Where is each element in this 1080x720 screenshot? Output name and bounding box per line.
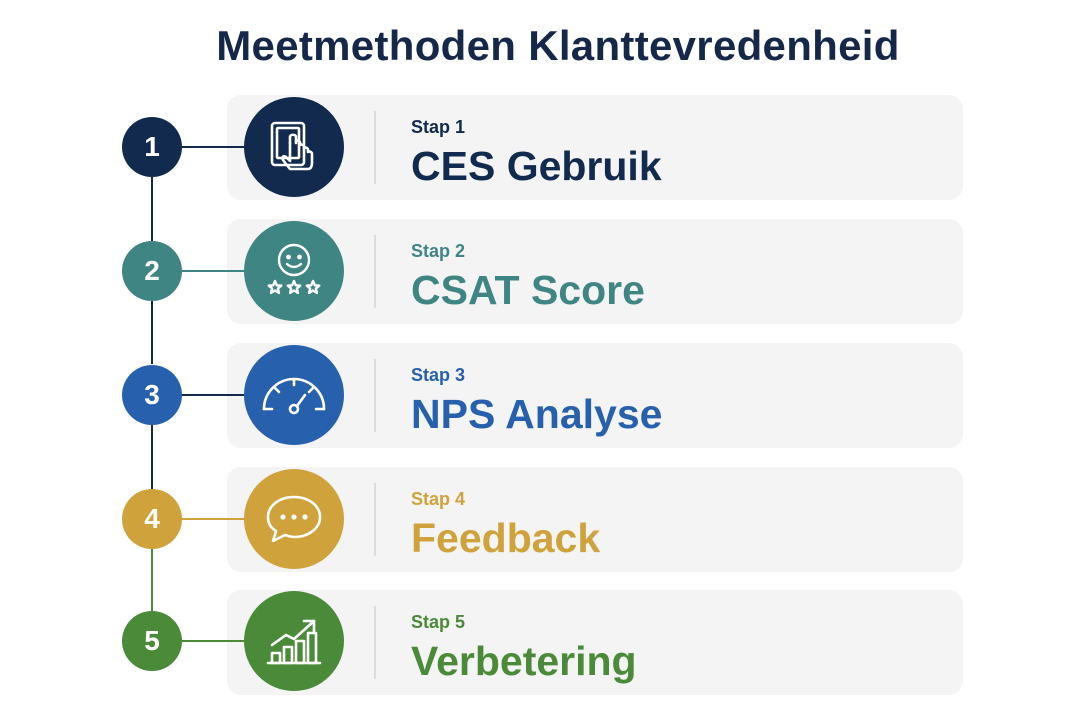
step-icon-circle — [244, 97, 344, 197]
smiley-stars-icon — [267, 243, 321, 295]
card-divider — [374, 606, 376, 679]
step-icon-circle — [244, 469, 344, 569]
step-number-badge: 4 — [122, 489, 182, 549]
step-card-1: Stap 1 CES Gebruik — [227, 95, 963, 200]
step-number-badge: 1 — [122, 117, 182, 177]
page-title: Meetmethoden Klanttevredenheid — [216, 22, 900, 69]
step-number-badge: 2 — [122, 241, 182, 301]
step-label: Stap 1 — [411, 117, 466, 137]
timeline-segment — [151, 424, 153, 490]
step-card-4: Stap 4 Feedback — [227, 467, 963, 572]
step-number-badge: 5 — [122, 611, 182, 671]
gauge-icon — [262, 377, 326, 415]
timeline-segment — [151, 176, 153, 242]
step-connector — [182, 640, 244, 642]
step-label: Stap 3 — [411, 365, 466, 385]
card-divider — [374, 483, 376, 556]
step-card-3: Stap 3 NPS Analyse — [227, 343, 963, 448]
touch-tablet-icon — [270, 121, 314, 171]
step-label: Stap 4 — [411, 489, 466, 509]
step-number-badge: 3 — [122, 365, 182, 425]
step-title: CSAT Score — [411, 267, 645, 313]
card-divider — [374, 111, 376, 184]
step-title: Verbetering — [411, 638, 637, 684]
step-connector — [182, 518, 244, 520]
step-title: CES Gebruik — [411, 143, 662, 189]
step-label: Stap 5 — [411, 612, 466, 632]
step-title: NPS Analyse — [411, 391, 663, 437]
step-connector — [182, 146, 244, 148]
step-label: Stap 2 — [411, 241, 466, 261]
step-title: Feedback — [411, 515, 601, 561]
speech-bubble-icon — [266, 495, 322, 543]
growth-chart-icon — [266, 619, 322, 665]
card-divider — [374, 235, 376, 308]
timeline-segment — [151, 548, 153, 612]
step-card-5: Stap 5 Verbetering — [227, 590, 963, 695]
timeline-segment — [151, 300, 153, 364]
step-connector — [182, 394, 244, 396]
step-icon-circle — [244, 221, 344, 321]
step-icon-circle — [244, 591, 344, 691]
step-connector — [182, 270, 244, 272]
step-card-2: Stap 2 CSAT Score — [227, 219, 963, 324]
step-icon-circle — [244, 345, 344, 445]
card-divider — [374, 359, 376, 432]
